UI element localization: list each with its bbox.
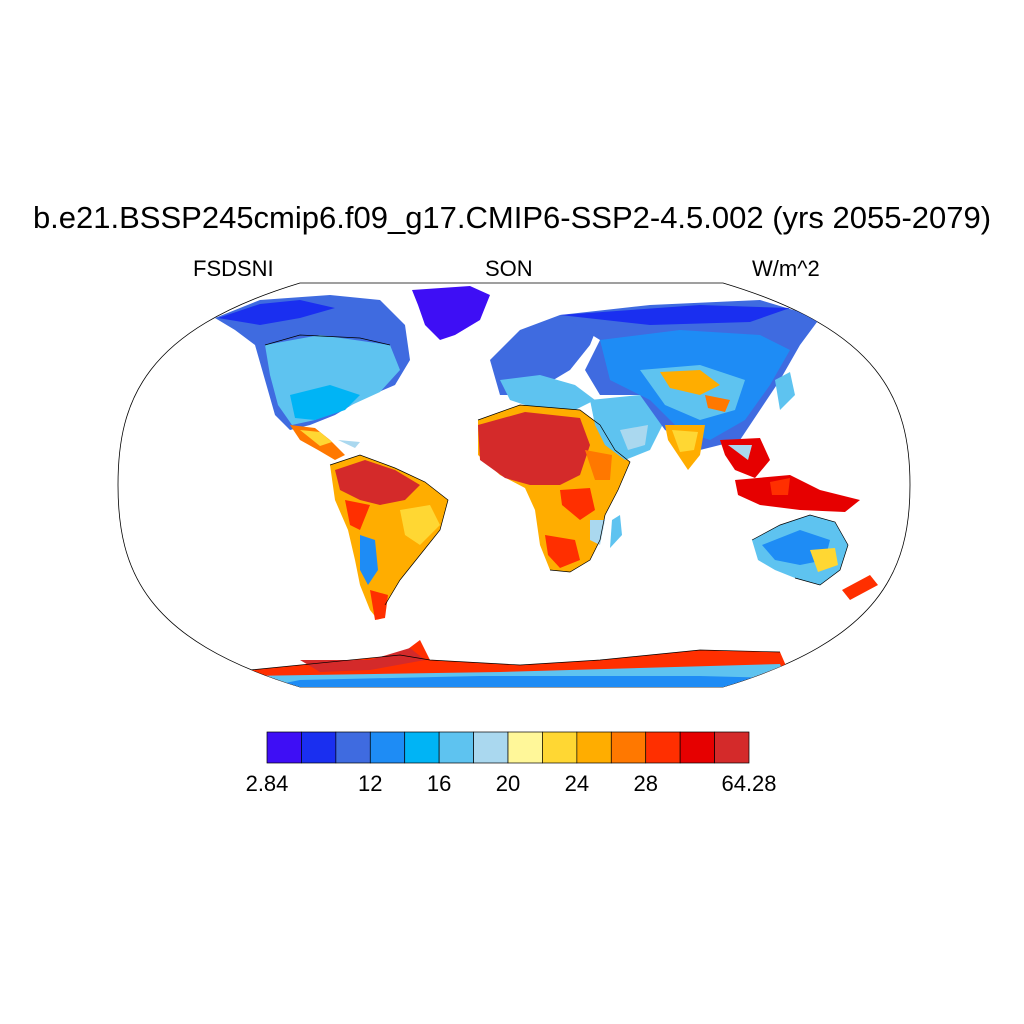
- colorbar-tick-label: 64.28: [721, 771, 777, 796]
- colorbar-swatch: [301, 731, 337, 764]
- variable-name: FSDSNI: [193, 256, 274, 281]
- season-label: SON: [485, 256, 533, 281]
- asia: [560, 300, 860, 512]
- units-label: W/m^2: [752, 256, 820, 281]
- colorbar-tick-label: 2.84: [245, 771, 289, 796]
- colorbar-swatch: [714, 731, 750, 764]
- middle-east: [590, 395, 665, 460]
- colorbar-swatch: [576, 731, 612, 764]
- colorbar-tick-label: 28: [633, 771, 658, 796]
- colorbar-swatch: [679, 731, 715, 764]
- colorbar-swatch: [542, 731, 578, 764]
- colorbar-swatch: [266, 731, 302, 764]
- north-america: [215, 286, 490, 460]
- africa: [478, 405, 630, 572]
- colorbar-swatch: [610, 731, 647, 764]
- colorbar-swatch: [438, 731, 474, 764]
- australia: [752, 515, 878, 600]
- colorbar-swatch: [404, 731, 440, 764]
- colorbar: [266, 731, 750, 764]
- colorbar-tick-label: 12: [358, 771, 383, 796]
- colorbar-tick-label: 16: [426, 771, 452, 796]
- south-america: [330, 455, 448, 620]
- colorbar-tick-label: 20: [495, 771, 521, 796]
- europe: [490, 315, 600, 410]
- colorbar-swatch: [335, 731, 371, 764]
- figure-title: b.e21.BSSP245cmip6.f09_g17.CMIP6-SSP2-4.…: [32, 200, 992, 235]
- colorbar-swatch: [507, 731, 543, 764]
- colorbar-swatch: [645, 731, 681, 764]
- colorbar-swatch: [369, 731, 406, 764]
- colorbar-tick-label: 24: [564, 771, 590, 796]
- colorbar-swatch: [473, 731, 509, 764]
